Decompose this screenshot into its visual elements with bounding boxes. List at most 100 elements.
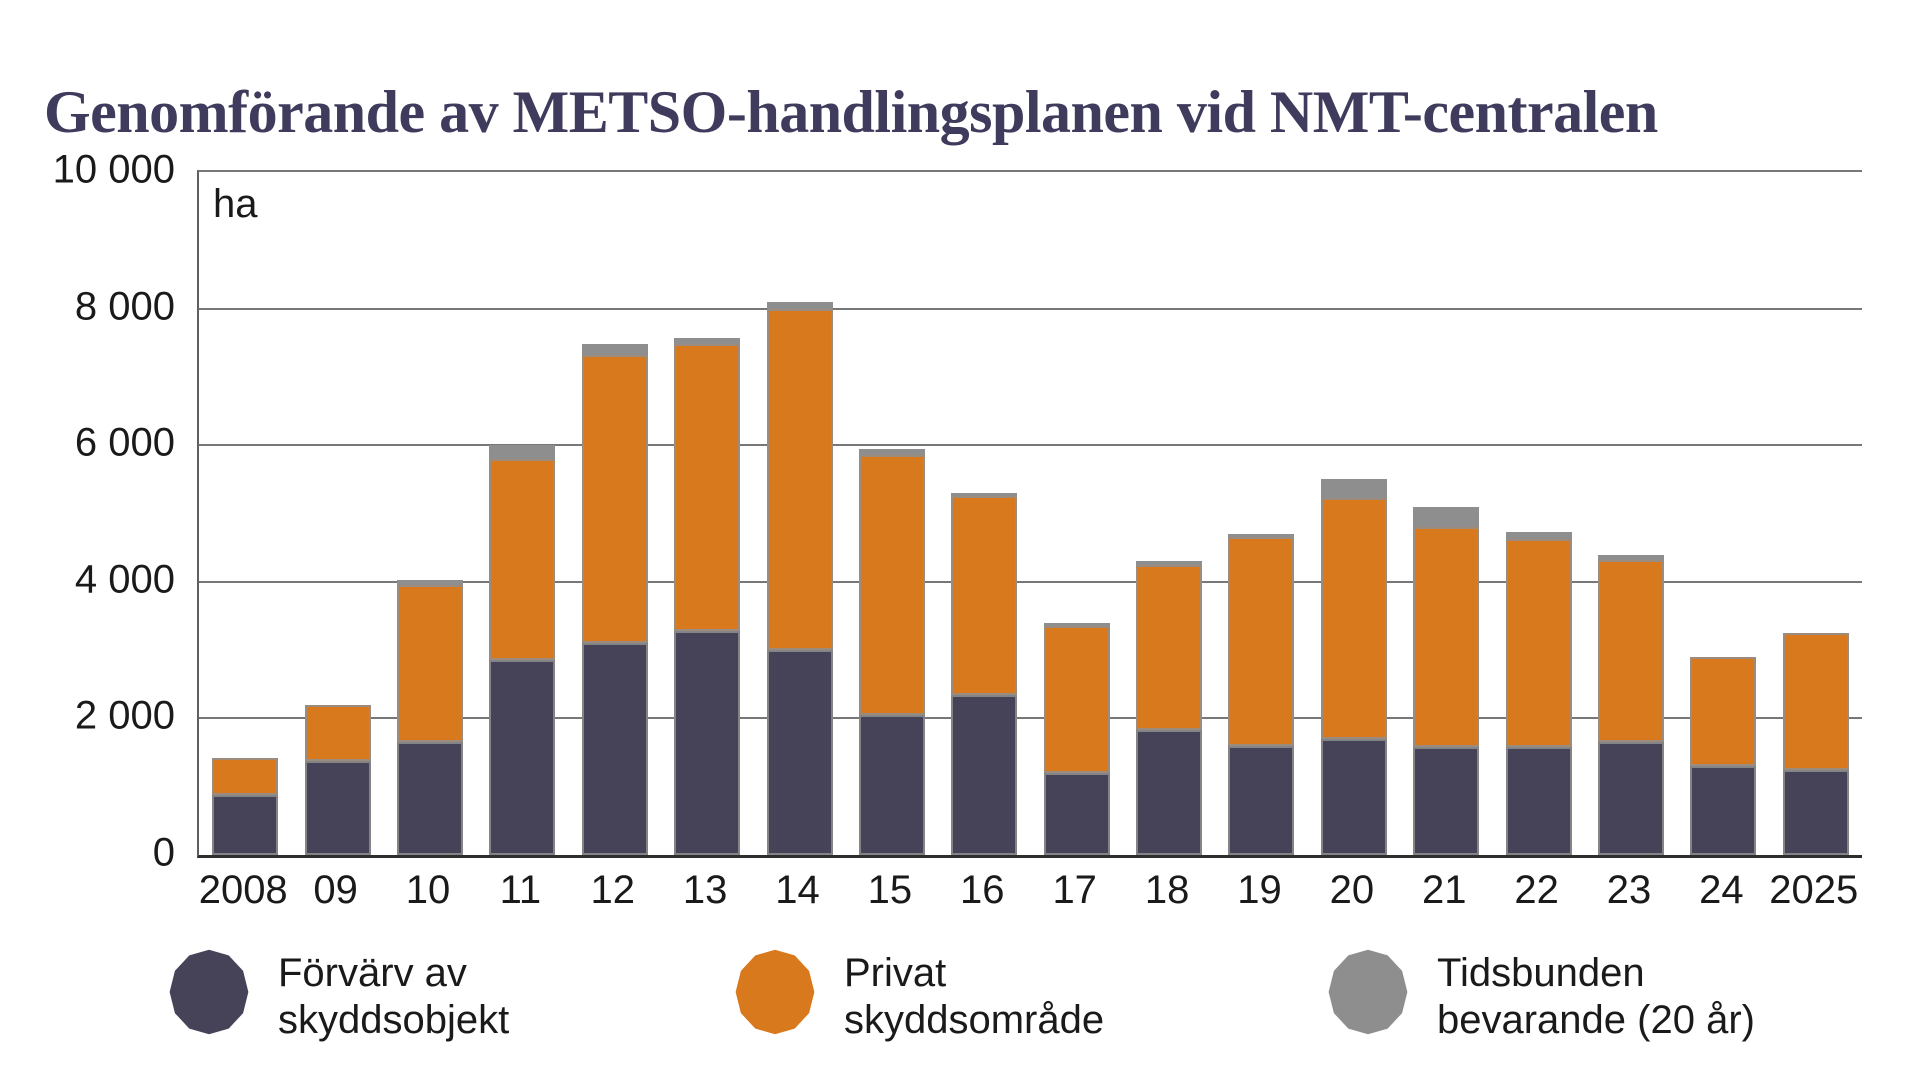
x-axis-label-14: 14 [775,868,820,912]
y-axis-tick-label: 6 000 [74,420,175,465]
bar-09 [304,704,371,855]
page-title: Genomförande av METSO-handlingsplanen vi… [44,79,1658,146]
bar-segment-gray-16 [951,493,1018,497]
bar-segment-dark-09 [304,761,371,855]
bar-13 [674,337,741,855]
bar-segment-dark-12 [581,643,648,855]
y-axis-tick-label: 2 000 [74,693,175,738]
x-axis-label-20: 20 [1329,868,1375,912]
legend-label-line2: skyddsobjekt [278,998,510,1042]
bar-11 [489,445,556,855]
bar-segment-dark-20 [1320,738,1387,855]
x-axis-label-13: 13 [682,868,728,912]
bar-segment-orange-15 [858,455,925,715]
bar-segment-dark-23 [1598,742,1665,855]
bar-segment-gray-20 [1320,479,1387,499]
bar-segment-dark-2025 [1782,769,1849,855]
x-axis-label-22: 22 [1514,868,1559,912]
x-axis-label-24: 24 [1699,868,1744,912]
bar-segment-dark-22 [1505,747,1572,855]
x-axis-label-18: 18 [1144,868,1190,912]
bar-segment-gray-22 [1505,532,1572,540]
bar-segment-orange-18 [1136,564,1203,731]
bar-segment-dark-17 [1043,773,1110,855]
bar-segment-dark-11 [489,660,556,855]
bar-segment-orange-19 [1228,537,1295,746]
legend-label: Privat skyddsområde [844,948,1104,1044]
legend-item-dark: Förvärv av skyddsobjekt [168,948,509,1044]
y-axis-tick-label: 4 000 [74,557,175,602]
x-axis-label-23: 23 [1606,868,1652,912]
bar-segment-orange-21 [1413,527,1480,748]
bar-segment-gray-17 [1043,622,1110,627]
bar-segment-orange-16 [951,496,1018,695]
bar-16 [951,493,1018,855]
gridline-6000 [199,444,1862,447]
legend-marker-orange-icon [735,949,815,1035]
bar-segment-orange-23 [1598,559,1665,743]
bar-segment-dark-16 [951,694,1018,855]
bar-segment-orange-09 [304,704,371,762]
bar-segment-orange-12 [581,354,648,644]
bar-20 [1320,479,1387,855]
x-axis-label-10: 10 [405,868,451,912]
bar-segment-dark-14 [766,650,833,855]
bar-segment-orange-2008 [212,757,279,796]
bar-18 [1136,561,1203,855]
x-axis-label-21: 21 [1422,868,1467,912]
bar-2008 [212,757,279,855]
legend-label-line1: Privat [844,951,947,995]
legend-item-gray: Tidsbunden bevarande (20 år) [1327,948,1755,1044]
bar-segment-gray-21 [1413,506,1480,528]
bar-15 [858,448,925,855]
y-axis-tick-label: 0 [152,830,175,875]
bar-segment-gray-13 [674,337,741,345]
legend-marker-gray-icon [1328,949,1408,1035]
legend-label: Förvärv av skyddsobjekt [278,948,509,1044]
legend-label-line1: Förvärv av [278,951,467,995]
bar-segment-orange-22 [1505,539,1572,748]
bar-segment-gray-10 [396,579,463,586]
bar-24 [1690,656,1757,855]
bar-segment-dark-2008 [212,795,279,855]
bar-segment-orange-24 [1690,656,1757,767]
bar-segment-dark-21 [1413,747,1480,855]
y-axis-tick-label: 10 000 [52,147,175,192]
x-axis-label-16: 16 [960,868,1005,912]
legend-label-line1: Tidsbunden [1437,951,1645,995]
legend-item-orange: Privat skyddsområde [734,948,1104,1044]
bar-segment-orange-10 [396,585,463,743]
bar-23 [1598,554,1665,855]
bar-22 [1505,532,1572,855]
bar-segment-gray-11 [489,445,556,459]
bar-segment-gray-12 [581,344,648,355]
y-axis-tick-label: 8 000 [74,284,175,329]
x-axis-label-11: 11 [499,868,542,912]
bar-segment-gray-19 [1228,534,1295,538]
bar-segment-gray-18 [1136,561,1203,565]
y-axis-unit-label: ha [213,182,258,226]
bar-17 [1043,622,1110,855]
bar-12 [581,344,648,855]
bar-segment-dark-15 [858,715,925,855]
bar-segment-orange-2025 [1782,633,1849,770]
bar-21 [1413,506,1480,855]
x-axis-label-12: 12 [590,868,636,912]
x-axis-label-2025: 2025 [1769,868,1859,912]
bar-segment-orange-11 [489,458,556,661]
legend-label-line2: skyddsområde [844,998,1105,1042]
bar-segment-dark-10 [396,742,463,855]
bar-segment-gray-15 [858,448,925,456]
bar-19 [1228,534,1295,855]
bar-14 [766,301,833,855]
legend-label-line2: bevarande (20 år) [1437,998,1755,1042]
bar-segment-gray-23 [1598,554,1665,560]
bar-segment-dark-13 [674,631,741,855]
gridline-8000 [199,307,1862,310]
x-axis-label-2008: 2008 [198,868,288,912]
bar-segment-dark-24 [1690,766,1757,855]
bar-segment-orange-20 [1320,498,1387,739]
bar-segment-gray-14 [766,301,833,309]
bar-segment-dark-19 [1228,745,1295,855]
